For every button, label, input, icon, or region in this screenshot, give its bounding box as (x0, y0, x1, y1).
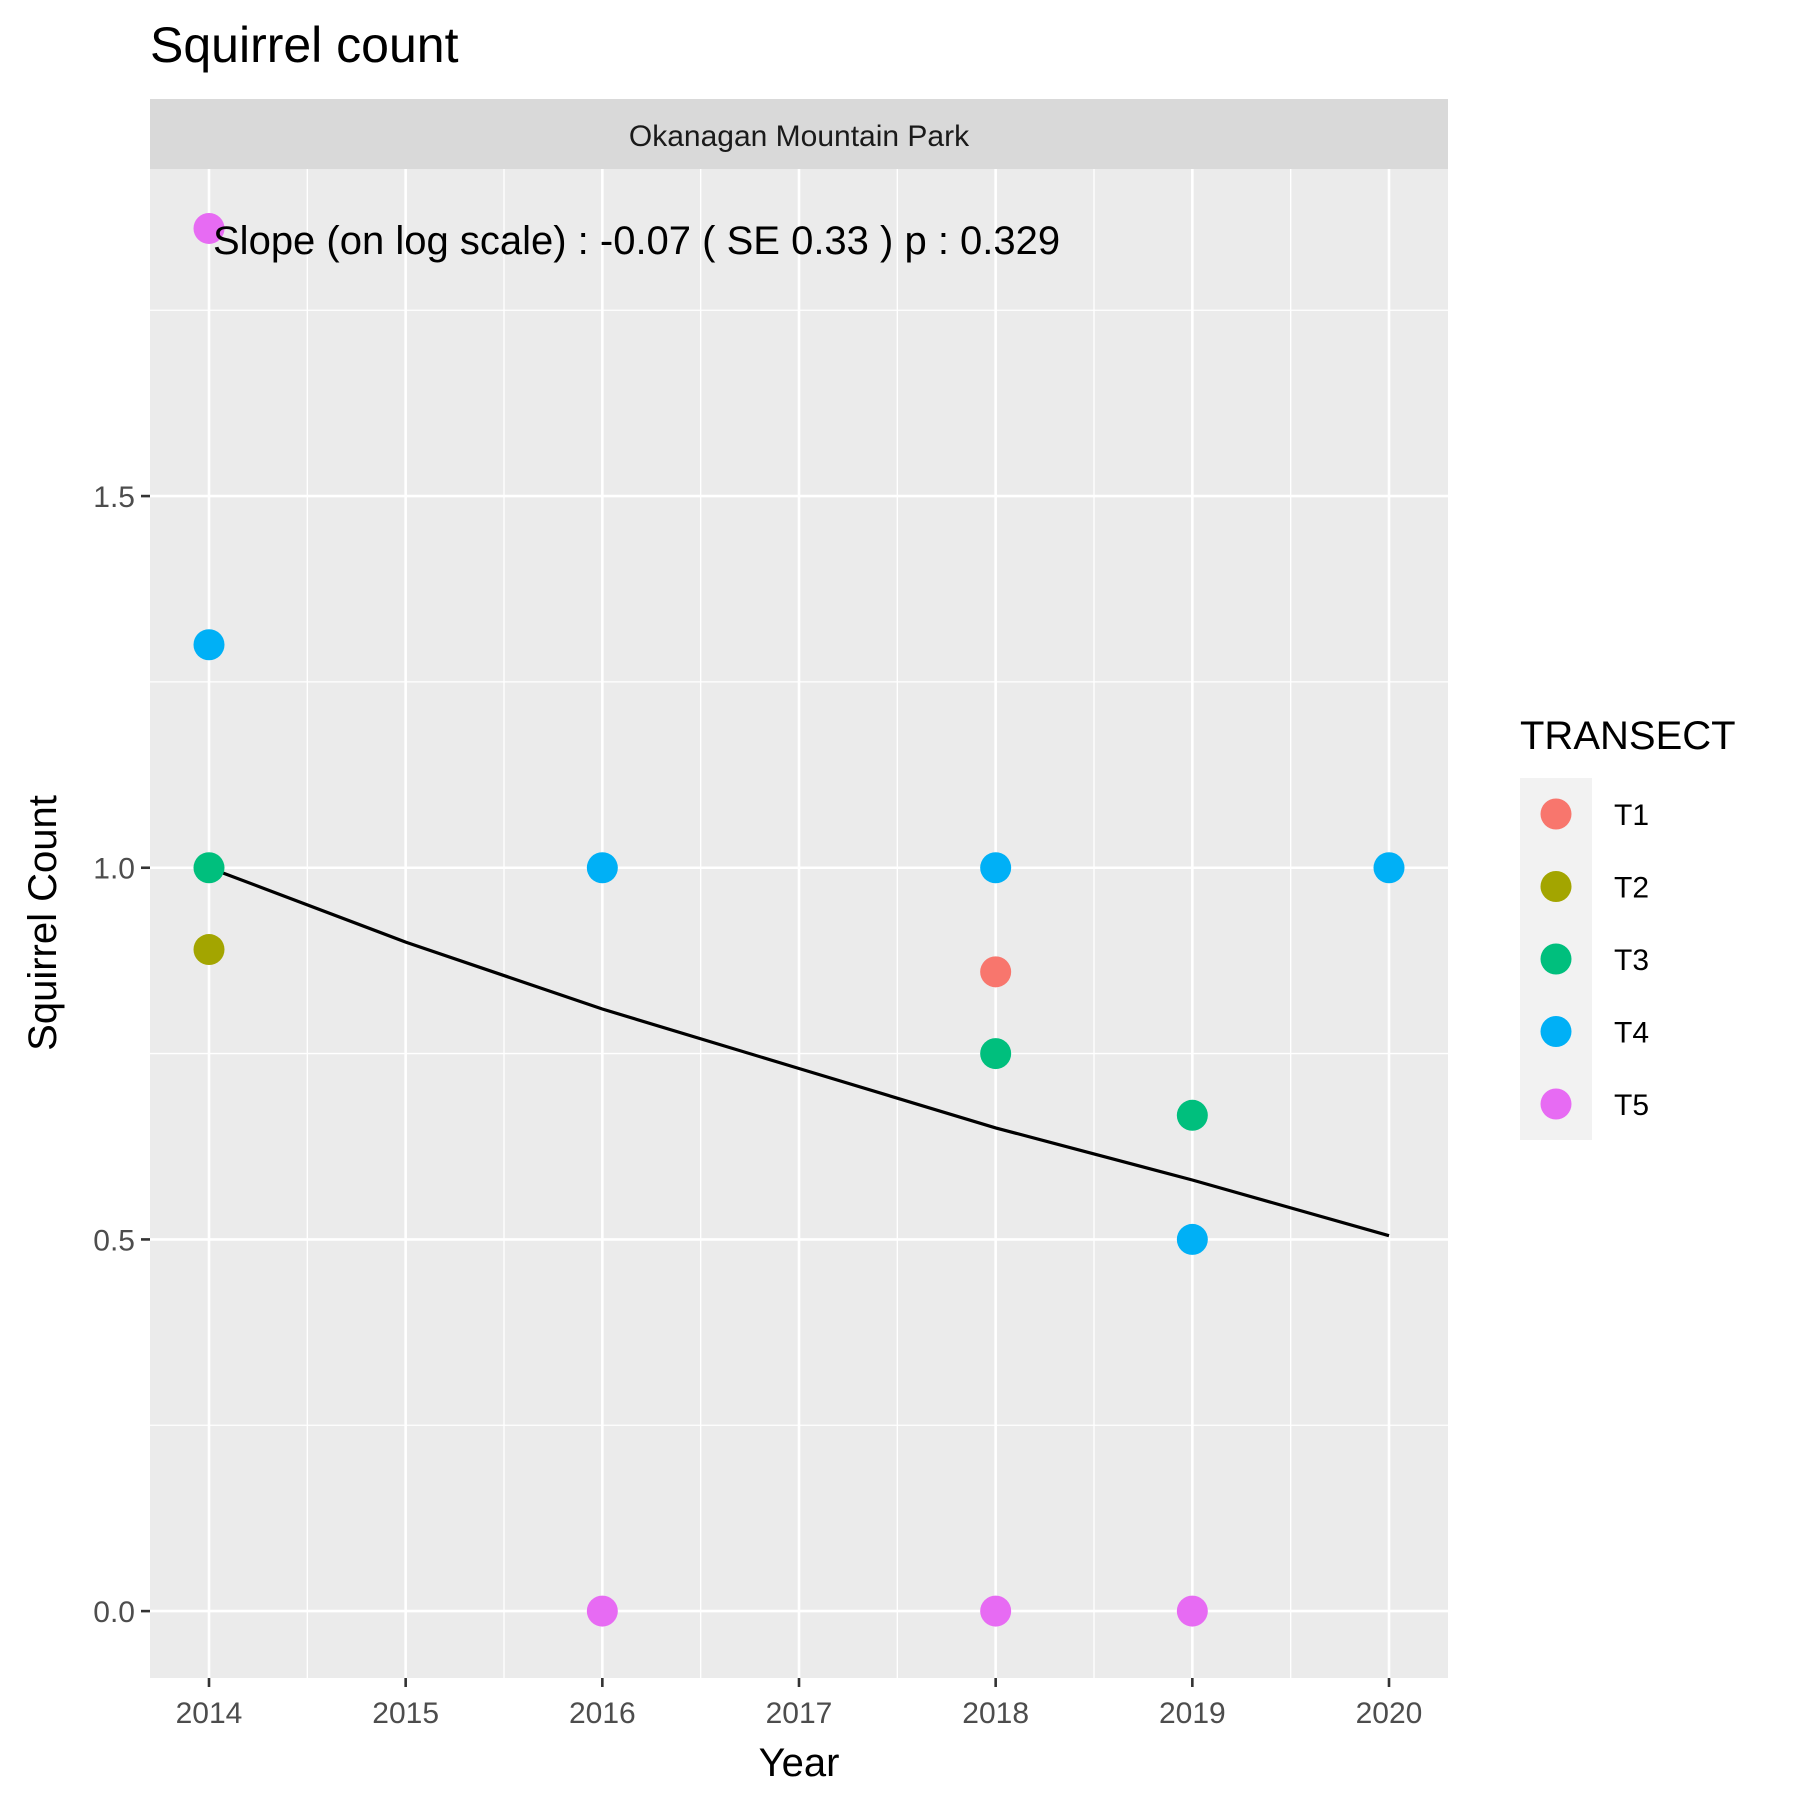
legend-title: TRANSECT (1520, 714, 1736, 758)
grid-major (150, 169, 1448, 1678)
legend-label-t5: T5 (1614, 1089, 1649, 1122)
facet-label: Okanagan Mountain Park (629, 120, 970, 153)
data-point-t3 (1176, 1099, 1208, 1131)
legend-key-t1 (1540, 798, 1572, 830)
data-point-t5 (586, 1595, 618, 1627)
chart-title: Squirrel count (150, 17, 459, 73)
y-tick-label: 0.5 (93, 1224, 135, 1257)
data-point-t4 (586, 852, 618, 884)
y-axis: 0.0 0.5 1.0 1.5 (93, 481, 150, 1629)
data-point-t5 (193, 212, 225, 244)
y-axis-title: Squirrel Count (21, 795, 65, 1051)
data-point-t4 (980, 852, 1012, 884)
y-tick-label: 0.0 (93, 1596, 135, 1629)
annotation-group: Slope (on log scale) : -0.07 ( SE 0.33 )… (213, 219, 1060, 263)
legend-label-t1: T1 (1614, 799, 1649, 832)
y-tick-label: 1.0 (93, 853, 135, 886)
trend-line-group (208, 866, 1390, 1238)
data-point-t3 (193, 852, 225, 884)
data-point-t4 (1176, 1223, 1208, 1255)
x-tick-label: 2017 (766, 1697, 833, 1730)
legend-key-t5 (1540, 1088, 1572, 1120)
data-point-t3 (980, 1038, 1012, 1070)
x-tick-label: 2014 (176, 1697, 243, 1730)
legend-label-t2: T2 (1614, 872, 1649, 905)
legend: TRANSECT T1 T2 T3 T4 T5 (1520, 714, 1736, 1140)
legend-key-t3 (1540, 943, 1572, 975)
legend-items: T1 T2 T3 T4 T5 (1540, 798, 1649, 1122)
trend-line (208, 866, 1390, 1238)
slope-annotation: Slope (on log scale) : -0.07 ( SE 0.33 )… (213, 219, 1060, 263)
x-axis: 2014 2015 2016 2017 2018 2019 2020 (176, 1678, 1423, 1730)
data-point-t5 (980, 1595, 1012, 1627)
x-tick-label: 2019 (1159, 1697, 1226, 1730)
legend-label-t3: T3 (1614, 944, 1649, 977)
x-tick-label: 2016 (569, 1697, 636, 1730)
y-tick-label: 1.5 (93, 481, 135, 514)
data-point-t2 (193, 934, 225, 966)
legend-key-t2 (1540, 871, 1572, 902)
facet-strip (150, 99, 1448, 169)
data-point-t4 (1373, 852, 1405, 884)
x-tick-label: 2020 (1356, 1697, 1423, 1730)
data-point-t4 (193, 629, 225, 661)
x-tick-label: 2018 (962, 1697, 1029, 1730)
x-tick-label: 2015 (372, 1697, 439, 1730)
x-axis-title: Year (759, 1741, 840, 1785)
data-points (193, 212, 1405, 1627)
data-point-t1 (980, 956, 1012, 988)
legend-label-t4: T4 (1614, 1017, 1649, 1050)
legend-key-t4 (1540, 1016, 1572, 1047)
data-point-t5 (1176, 1595, 1208, 1627)
